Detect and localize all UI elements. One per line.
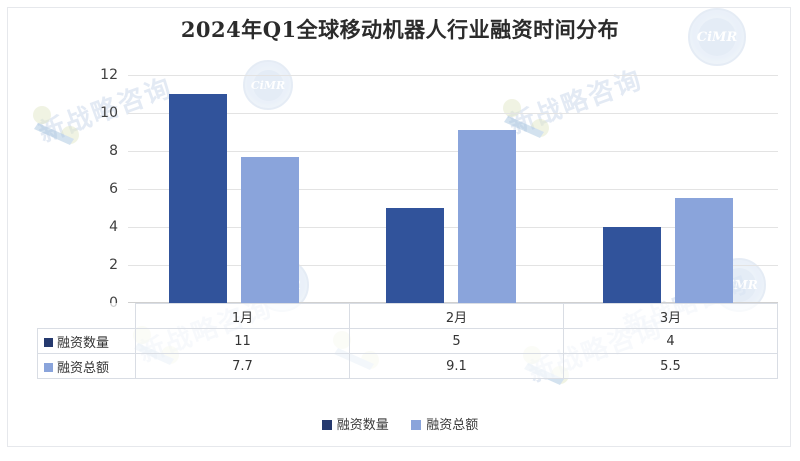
table-cell: 5	[349, 328, 564, 354]
legend-label: 融资总额	[426, 418, 479, 433]
table-row-header-label: 融资总额	[57, 360, 110, 376]
y-axis-tick: 4	[109, 219, 118, 235]
y-axis-tick: 8	[109, 143, 118, 159]
y-axis-tick: 6	[109, 181, 118, 197]
legend-item-0[interactable]: 融资数量	[321, 414, 389, 433]
y-axis-tick: 12	[100, 67, 118, 83]
gridline	[128, 227, 778, 228]
gridline	[128, 189, 778, 190]
legend-color-swatch-icon	[411, 419, 422, 430]
legend-label: 融资数量	[336, 418, 389, 433]
table-cell: 7.7	[135, 353, 350, 379]
table-header-cell: 3月	[563, 303, 778, 329]
y-axis-tick: 2	[109, 257, 118, 273]
bar-group	[562, 75, 779, 303]
y-axis-tick: 10	[100, 105, 118, 121]
table-row-header: 融资总额	[37, 353, 136, 379]
table-row: 融资总额 7.7 9.1 5.5	[37, 353, 778, 379]
table-row-categories: 1月 2月 3月	[38, 303, 778, 329]
table-cell: 4	[563, 328, 778, 354]
bar-series-1[interactable]	[458, 130, 516, 303]
data-table: 1月 2月 3月 融资数量 11 5 4 融资总额 7.7 9.1 5.5	[37, 303, 778, 379]
table-header-cell: 2月	[349, 303, 564, 329]
gridline	[128, 265, 778, 266]
table-row: 融资数量 11 5 4	[37, 328, 778, 354]
legend-color-swatch-icon	[321, 419, 332, 430]
table-row-header-label: 融资数量	[57, 335, 110, 351]
series-color-swatch-icon	[44, 362, 53, 372]
bar-series-0[interactable]	[169, 94, 227, 303]
bar-group	[345, 75, 562, 303]
series-color-swatch-icon	[44, 337, 53, 347]
y-axis-labels: 12 10 8 6 4 2 0	[78, 67, 118, 311]
gridline	[128, 113, 778, 114]
bar-series-0[interactable]	[603, 227, 661, 303]
table-header-cell: 1月	[135, 303, 350, 329]
chart-title: 2024年Q1全球移动机器人行业融资时间分布	[180, 17, 620, 42]
chart-legend: 融资数量 融资总额	[0, 414, 800, 434]
table-cell: 9.1	[349, 353, 564, 379]
legend-item-1[interactable]: 融资总额	[411, 414, 478, 433]
bar-series-0[interactable]	[386, 208, 444, 303]
bar-group	[128, 75, 345, 303]
table-corner-cell	[38, 304, 136, 329]
bar-series-1[interactable]	[241, 157, 299, 303]
x-axis-line	[128, 302, 778, 303]
bar-series-1[interactable]	[675, 198, 733, 303]
dumbbell-logo-icon	[33, 106, 79, 145]
table-cell: 11	[135, 328, 350, 354]
table-cell: 5.5	[563, 353, 778, 379]
gridline	[128, 151, 778, 152]
plot-area	[128, 75, 778, 303]
gridline	[128, 75, 778, 76]
table-row-header: 融资数量	[37, 328, 136, 354]
